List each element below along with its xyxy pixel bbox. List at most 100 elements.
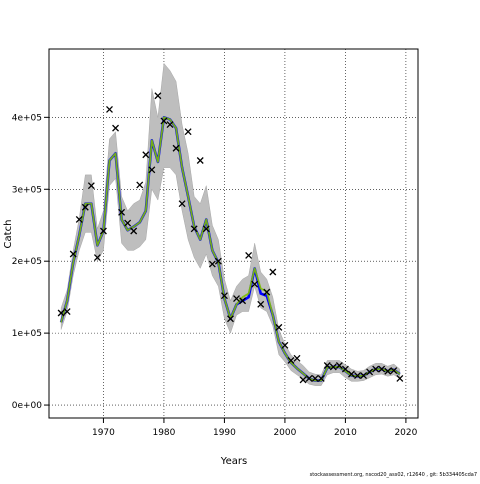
observed-point-stroke: [293, 354, 301, 362]
observed-point: [390, 367, 398, 374]
observed-point: [69, 250, 77, 258]
observed-point-stroke: [354, 372, 361, 380]
observed-point: [251, 280, 259, 288]
observed-point-stroke: [317, 374, 325, 382]
observed-point: [124, 219, 132, 227]
observed-point-stroke: [112, 124, 120, 132]
observed-point-stroke: [281, 341, 289, 349]
observed-point-stroke: [263, 288, 271, 296]
observed-point: [378, 365, 386, 373]
y-tick-label: 2e+05: [12, 257, 42, 267]
x-tick-label: 1980: [152, 428, 175, 438]
observed-point: [354, 372, 361, 380]
y-tick-label: 0e+00: [12, 401, 43, 411]
observed-point: [347, 370, 355, 378]
observed-point: [208, 260, 216, 268]
observed-point: [112, 124, 120, 132]
observed-point-stroke: [390, 367, 398, 374]
observed-point-stroke: [93, 254, 101, 262]
observed-points-group: [57, 92, 404, 384]
observed-point: [329, 363, 337, 371]
y-tick-label: 1e+05: [12, 329, 42, 339]
observed-point-stroke: [106, 105, 113, 113]
observed-point-stroke: [257, 300, 265, 308]
observed-point: [142, 151, 150, 159]
observed-point-stroke: [57, 309, 65, 317]
observed-point-stroke: [75, 216, 83, 223]
plot-frame: [48, 48, 419, 419]
observed-point-stroke: [196, 157, 204, 164]
x-tick-label: 1990: [213, 428, 236, 438]
observed-point-stroke: [142, 151, 150, 159]
x-tick-label: 2000: [273, 428, 296, 438]
observed-point-stroke: [99, 227, 107, 235]
observed-point-stroke: [269, 268, 277, 276]
observed-point: [81, 203, 89, 211]
observed-point: [275, 323, 283, 331]
observed-point: [190, 225, 198, 233]
observed-point-stroke: [378, 365, 386, 373]
observed-point-stroke: [63, 308, 71, 316]
observed-point-stroke: [372, 365, 380, 373]
axes-group: 1970 1980 1990 2000 2010 2020 0e+00 1e+05 2e+05 3…: [12, 48, 419, 438]
observed-point: [87, 182, 95, 190]
observed-point: [99, 227, 107, 235]
observed-point-stroke: [251, 280, 259, 288]
observed-point-stroke: [239, 297, 247, 305]
observed-point-stroke: [172, 144, 180, 152]
observed-point-stroke: [87, 182, 95, 190]
observed-point: [366, 368, 374, 376]
observed-point: [341, 365, 349, 373]
observed-point: [172, 144, 180, 152]
observed-point: [299, 376, 307, 384]
observed-point: [281, 341, 289, 349]
observed-point-stroke: [166, 121, 174, 128]
observed-point-stroke: [366, 368, 374, 376]
observed-point: [305, 374, 313, 382]
observed-point-stroke: [190, 225, 198, 233]
observed-point-stroke: [214, 257, 222, 265]
observed-point: [372, 365, 380, 373]
estimated-catch-overlay-line: [60, 116, 401, 382]
observed-point: [233, 295, 240, 303]
observed-point: [118, 208, 126, 216]
observed-point-stroke: [384, 367, 392, 375]
observed-point-stroke: [148, 166, 156, 174]
observed-point: [148, 166, 156, 174]
observed-point-stroke: [335, 362, 343, 369]
observed-point-stroke: [124, 219, 132, 227]
observed-point-stroke: [287, 356, 295, 364]
series-lines-group: [59, 116, 401, 382]
observed-point: [323, 362, 331, 369]
observed-point: [360, 372, 368, 380]
x-axis-label: Years: [220, 456, 247, 467]
observed-point: [196, 157, 204, 164]
observed-point-stroke: [154, 92, 162, 100]
observed-point: [239, 297, 247, 305]
observed-point: [245, 251, 253, 259]
observed-point: [136, 181, 144, 189]
observed-point-stroke: [341, 365, 349, 373]
observed-point: [311, 374, 319, 382]
observed-point-stroke: [130, 227, 138, 235]
observed-point-stroke: [299, 376, 307, 384]
observed-point-stroke: [347, 370, 355, 378]
observed-point: [335, 362, 343, 369]
observed-point-stroke: [69, 250, 77, 258]
observed-point-stroke: [178, 200, 186, 208]
observed-point: [57, 309, 65, 317]
observed-point-stroke: [160, 117, 168, 125]
observed-point: [75, 216, 83, 223]
observed-point-stroke: [311, 374, 319, 382]
observed-point-stroke: [275, 323, 283, 331]
observed-point: [202, 225, 210, 233]
observed-point-stroke: [360, 372, 368, 380]
observed-point: [178, 200, 186, 208]
observed-point-stroke: [396, 374, 404, 382]
observed-point: [384, 367, 392, 375]
observed-point: [257, 300, 265, 308]
observed-point: [130, 227, 138, 235]
y-axis-label: Catch: [3, 220, 14, 249]
observed-point-stroke: [227, 315, 234, 323]
